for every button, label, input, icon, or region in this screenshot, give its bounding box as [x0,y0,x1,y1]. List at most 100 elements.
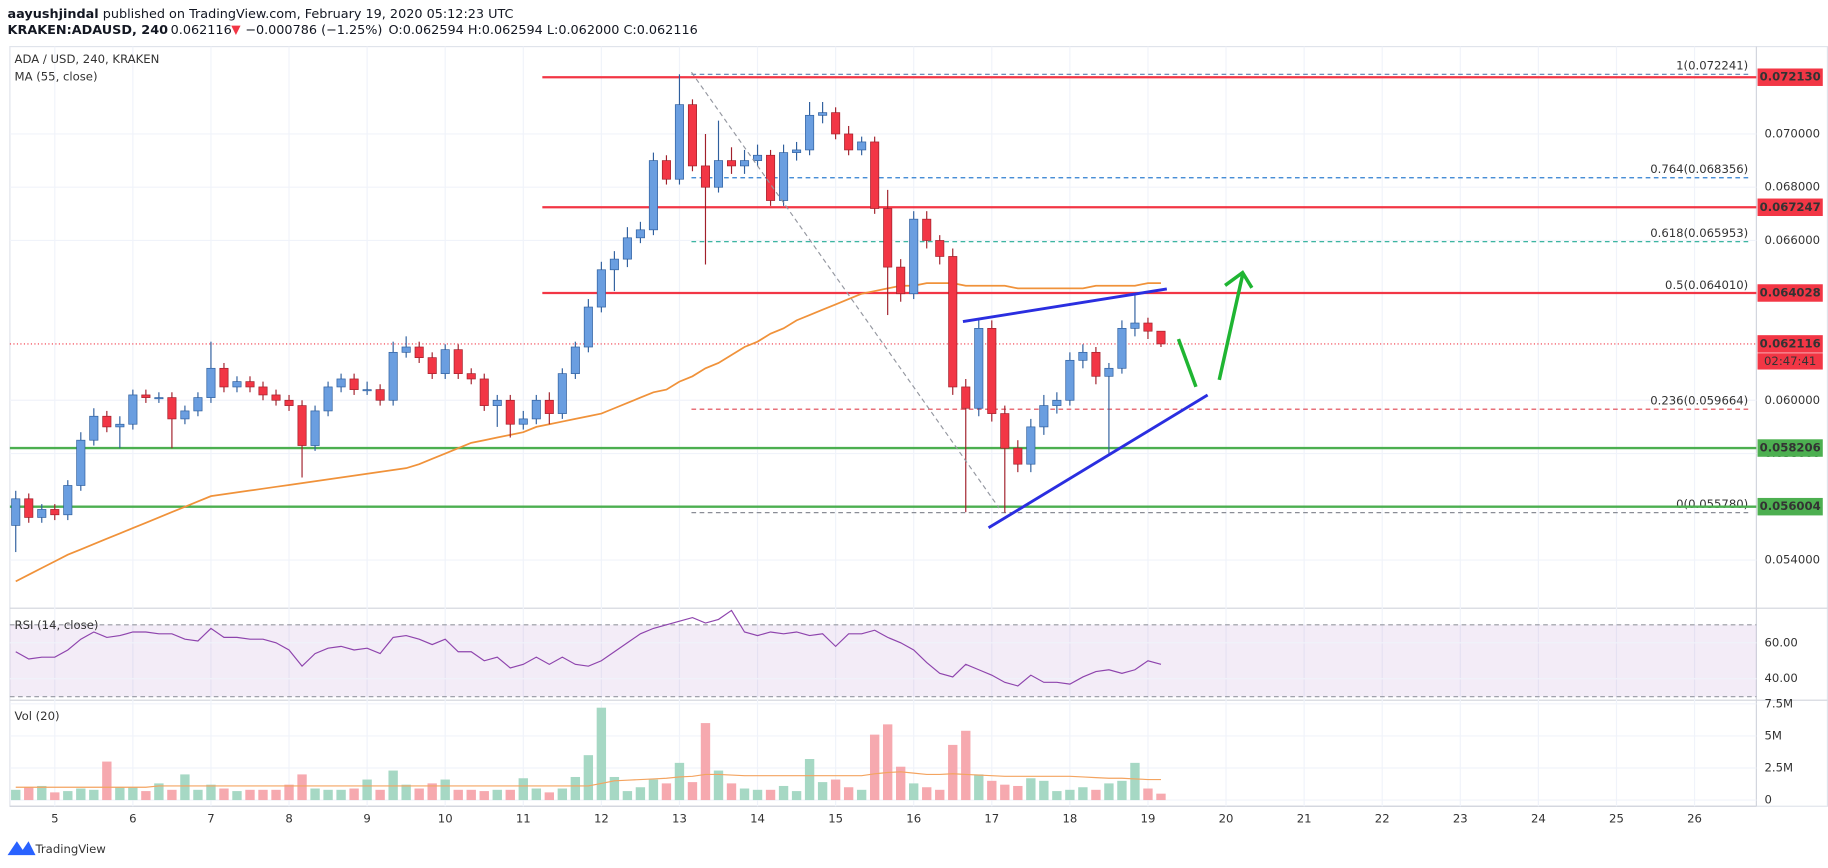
candle-body [11,498,21,526]
candle-body [219,367,229,388]
candle-body [310,410,320,446]
candle-body [479,378,489,406]
trendline [987,393,1209,530]
x-tick-label: 8 [285,812,292,826]
x-tick-label: 22 [1375,812,1390,826]
volume-bar [739,788,750,801]
volume-bar [765,789,776,801]
volume-bar [609,776,620,801]
candle-body [857,141,867,151]
volume-bar [401,784,411,801]
candle-body [128,394,138,425]
volume-bar [232,791,242,801]
candle-body [1052,399,1062,406]
volume-bar [635,787,646,801]
candle-body [1091,351,1101,377]
y-tick-label: 0.054000 [1765,553,1821,567]
candle-body [596,269,606,308]
x-tick-label: 23 [1453,812,1468,826]
y-tick-label: 7.5M [1765,696,1794,710]
candle-body [518,418,528,425]
candle-body [349,378,359,390]
candle-body [154,397,164,400]
candle-body [24,498,34,518]
candle-body [766,154,776,201]
volume-bar [258,789,268,801]
candle-body [622,237,632,260]
candle-body [1117,328,1127,369]
candle-body [740,160,750,167]
volume-bar [505,789,515,801]
candle-body [375,389,385,401]
volume-bar [453,789,463,801]
x-tick-label: 12 [594,812,609,826]
volume-bar [1091,789,1101,801]
candle-body [1000,413,1010,449]
volume-bar [76,788,86,801]
volume-bar [310,788,320,801]
volume-bar [1052,791,1062,801]
volume-bar [271,789,281,801]
x-tick-label: 13 [672,812,687,826]
volume-bar [557,788,568,801]
volume-bar [791,791,802,801]
fib-label: 0.5(0.064010) [1665,278,1748,292]
volume-bar [961,730,971,801]
volume-bar [752,789,763,801]
volume-bar [830,779,841,801]
x-tick-label: 17 [984,812,999,826]
volume-bar [128,787,138,801]
candle-body [935,240,945,257]
x-tick-label: 25 [1609,812,1624,826]
candle-body [492,399,502,406]
volume-bar [909,783,919,801]
volume-ma [15,771,1161,788]
volume-bar [245,789,255,801]
volume-bar [843,787,854,801]
price-tag [1757,68,1823,86]
volume-bar [427,783,437,801]
volume-bar [89,789,99,801]
volume-bar [817,782,828,801]
volume-bar [193,789,203,801]
volume-bar [349,788,359,801]
candle-body [570,346,580,374]
trendline [962,287,1168,324]
x-tick-label: 21 [1297,812,1312,826]
countdown: 02:47:41 [1764,354,1816,368]
volume-bar [336,789,346,801]
y-tick-label: 2.5M [1765,760,1794,774]
volume-bar [726,783,737,801]
pane-title: Vol (20) [15,709,60,723]
candle-body [1130,322,1140,329]
price-tag-label: 0.058206 [1760,441,1821,455]
y-tick-label: 0.068000 [1765,180,1821,194]
volume-bar [466,789,476,801]
volume-bar [11,789,21,801]
volume-bar [50,792,60,801]
candle-body [922,218,932,241]
y-tick-label: 0.066000 [1765,233,1821,247]
candle-body [362,389,372,392]
footer: TradingView [35,842,107,856]
volume-bar [388,770,398,801]
volume-bar [167,789,177,801]
candle-body [401,346,411,353]
candle-body [531,399,541,420]
volume-bar [440,779,450,801]
x-tick-label: 19 [1141,812,1156,826]
x-tick-label: 9 [363,812,370,826]
candle-body [1026,426,1036,465]
candle-body [635,229,645,239]
logo [7,841,36,856]
volume-bar [297,774,307,801]
candle-body [805,114,815,151]
rsi-line [15,609,1162,687]
volume-bar [570,776,581,801]
candle-body [245,381,255,388]
price-tag-label: 0.072130 [1760,70,1821,84]
y-tick-label: 0.060000 [1765,393,1821,407]
candle-body [1143,322,1153,332]
volume-bar [24,787,34,801]
